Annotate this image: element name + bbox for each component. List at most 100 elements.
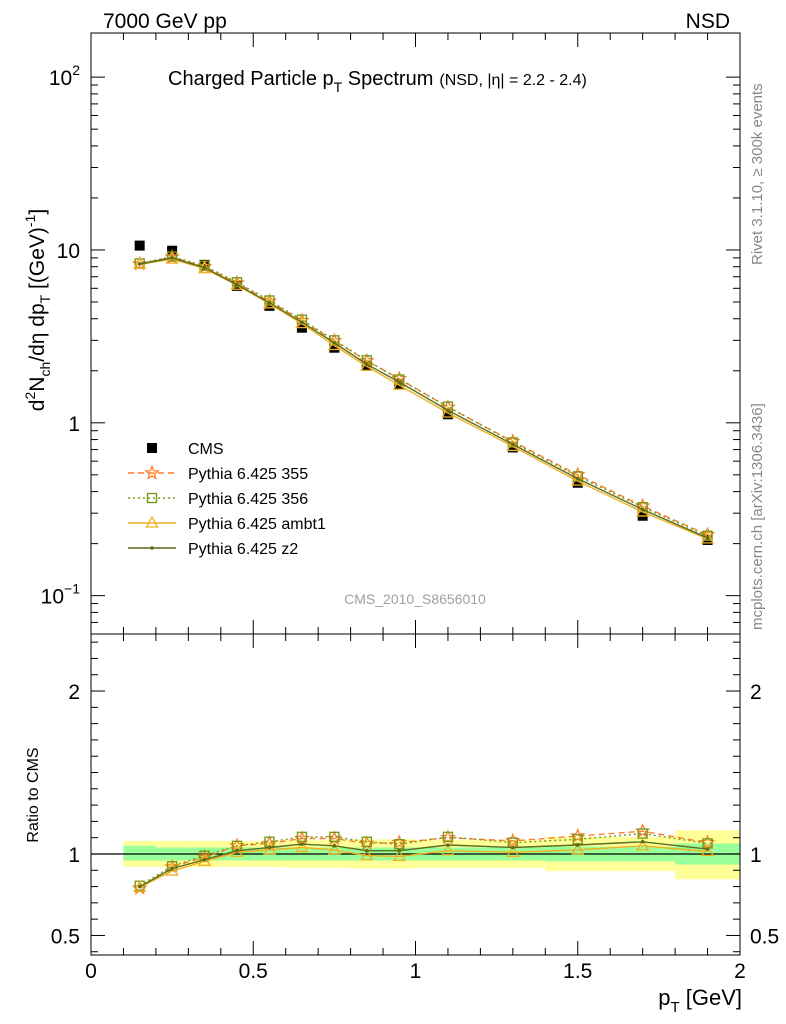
ratio-point-pythia-6-425-z2 <box>170 866 174 871</box>
ratio-point-pythia-6-425-356 <box>329 831 340 843</box>
ratio-point-pythia-6-425-z2 <box>332 844 337 848</box>
data-point-pythia-6-425-z2 <box>640 507 645 512</box>
data-point-pythia-6-425-z2 <box>575 476 580 481</box>
main-ytick-label-base: 1 <box>68 413 80 436</box>
mcplots-label: mcplots.cern.ch [arXiv:1306.3436] <box>749 403 766 630</box>
ratio-xtick-label: 2 <box>734 960 746 983</box>
data-point-pythia-6-425-ambt1 <box>262 296 277 309</box>
ratio-point-pythia-6-425-z2 <box>511 845 515 850</box>
legend-label: Pythia 6.425 355 <box>188 466 308 483</box>
ratio-point-pythia-6-425-ambt1 <box>571 842 585 855</box>
ratio-point-pythia-6-425-ambt1 <box>636 838 650 851</box>
series-line-pythia-6-425-z2 <box>139 257 708 539</box>
ratio-point-pythia-6-425-ambt1 <box>360 848 374 861</box>
data-point-cms <box>329 342 340 353</box>
ratio-point-pythia-6-425-z2 <box>202 857 207 862</box>
ratio-xlabel-main: p <box>658 985 670 1010</box>
ratio-panel: 2 21 10.5 0.50 0.5 1 1.5 2 Ratio to CMS pT [GeV… <box>25 633 779 1016</box>
data-point-pythia-6-425-ambt1 <box>197 261 212 274</box>
plot-title-tail: Spectrum <box>342 68 433 90</box>
data-point-cms <box>264 300 275 311</box>
ratio-frame <box>90 633 741 956</box>
ratio-ytick-label-left: 0.5 <box>51 925 80 948</box>
ratio-xlabel-sub: T <box>670 999 679 1016</box>
main-ytick-label: 10−1 <box>41 581 81 609</box>
band-stat <box>123 845 156 861</box>
legend: CMS Pythia 6.425 355 Pythia 6.425 356 Pythi… <box>128 441 326 558</box>
legend-label: Pythia 6.425 356 <box>188 491 308 508</box>
ratio-ytick-label-right: 2 <box>750 681 762 704</box>
data-point-cms <box>199 259 210 270</box>
ratio-point-pythia-6-425-ambt1 <box>133 880 147 893</box>
ratio-point-pythia-6-425-ambt1 <box>295 840 309 853</box>
ratio-point-pythia-6-425-ambt1 <box>506 844 520 857</box>
legend-item-pythia-6-425-356: Pythia 6.425 356 <box>128 491 308 508</box>
ratio-point-pythia-6-425-ambt1 <box>700 844 715 857</box>
analysis-watermark: CMS_2010_S8656010 <box>344 591 486 607</box>
main-ytick-label: 102 <box>49 62 80 90</box>
data-point-pythia-6-425-z2 <box>365 362 369 367</box>
data-point-pythia-6-425-ambt1 <box>700 531 715 544</box>
ratio-line-pythia-6-425-z2 <box>139 841 708 888</box>
ratio-point-pythia-6-425-ambt1 <box>262 842 277 855</box>
legend-item-pythia-6-425-z2: Pythia 6.425 z2 <box>128 541 298 558</box>
ratio-series-pythia-6-425-z2 <box>137 839 710 889</box>
ratio-xtick-label: 0.5 <box>239 960 268 983</box>
data-point-pythia-6-425-z2 <box>446 408 450 413</box>
data-point-cms <box>134 240 145 251</box>
ratio-ytick-label-left: 1 <box>68 844 80 867</box>
rivet-label: Rivet 3.1.10, ≥ 300k events <box>749 83 766 265</box>
data-point-pythia-6-425-z2 <box>170 256 174 260</box>
main-ytick-label-exponent: −1 <box>64 581 80 597</box>
legend-item-pythia-6-425-ambt1: Pythia 6.425 ambt1 <box>128 515 326 533</box>
ratio-point-pythia-6-425-356 <box>394 838 405 850</box>
legend-marker <box>147 443 157 453</box>
ratio-line-pythia-6-425-356 <box>139 832 708 887</box>
legend-item-cms: CMS <box>147 441 224 458</box>
data-point-pythia-6-425-ambt1 <box>295 316 309 329</box>
legend-marker <box>145 515 159 528</box>
ratio-ytick-label-right: 1 <box>750 844 762 867</box>
ratio-xtick-label: 1 <box>410 960 422 983</box>
ratio-point-pythia-6-425-z2 <box>365 848 369 853</box>
data-point-pythia-6-425-z2 <box>397 380 402 384</box>
ratio-line-pythia-6-425-ambt1 <box>139 845 708 889</box>
ratio-point-pythia-6-425-356 <box>442 831 454 843</box>
data-point-cms <box>572 477 583 488</box>
ratio-point-pythia-6-425-z2 <box>267 845 272 850</box>
ratio-xlabel: pT [GeV] <box>658 985 742 1016</box>
ratio-xtick-label: 0 <box>85 960 97 983</box>
main-ytick-label: 10 <box>57 240 80 263</box>
data-point-pythia-6-425-ambt1 <box>230 277 244 290</box>
ratio-point-pythia-6-425-ambt1 <box>441 843 455 856</box>
ratio-point-pythia-6-425-z2 <box>446 843 450 847</box>
data-point-cms <box>442 409 453 420</box>
ratio-line-pythia-6-425-355 <box>139 830 708 889</box>
plot-title-note: (NSD, |η| = 2.2 - 2.4) <box>439 72 586 89</box>
ratio-point-pythia-6-425-ambt1 <box>327 842 341 855</box>
plot-title: Charged Particle pT Spectrum (NSD, |η| = … <box>168 68 587 95</box>
svg-text:d2Nch/dη dpT [(GeV)-1]: d2Nch/dη dpT [(GeV)-1] <box>22 209 53 411</box>
main-ytick-label-base: 10 <box>49 67 72 90</box>
ratio-plot-area <box>91 822 740 895</box>
ratio-ytick-label-left: 2 <box>68 681 80 704</box>
main-ylabel: d2Nch/dη dpT [(GeV)-1] <box>22 209 53 411</box>
plot-title-main: Charged Particle p <box>168 68 334 90</box>
legend-label: Pythia 6.425 z2 <box>188 541 298 558</box>
ratio-point-pythia-6-425-z2 <box>575 843 580 847</box>
legend-label: Pythia 6.425 ambt1 <box>188 516 326 533</box>
ratio-xtick-label: 1.5 <box>563 960 592 983</box>
series-line-pythia-6-425-356 <box>139 255 708 537</box>
header-right: NSD <box>686 10 730 33</box>
ratio-point-pythia-6-425-z2 <box>705 847 710 851</box>
data-point-pythia-6-425-z2 <box>235 282 239 287</box>
ratio-point-pythia-6-425-355 <box>569 827 586 843</box>
ratio-xlabel-tail: [GeV] <box>680 985 742 1010</box>
ratio-point-pythia-6-425-z2 <box>397 848 402 853</box>
ratio-point-pythia-6-425-356 <box>361 836 373 847</box>
data-point-pythia-6-425-z2 <box>137 262 142 266</box>
legend-marker <box>150 546 154 550</box>
